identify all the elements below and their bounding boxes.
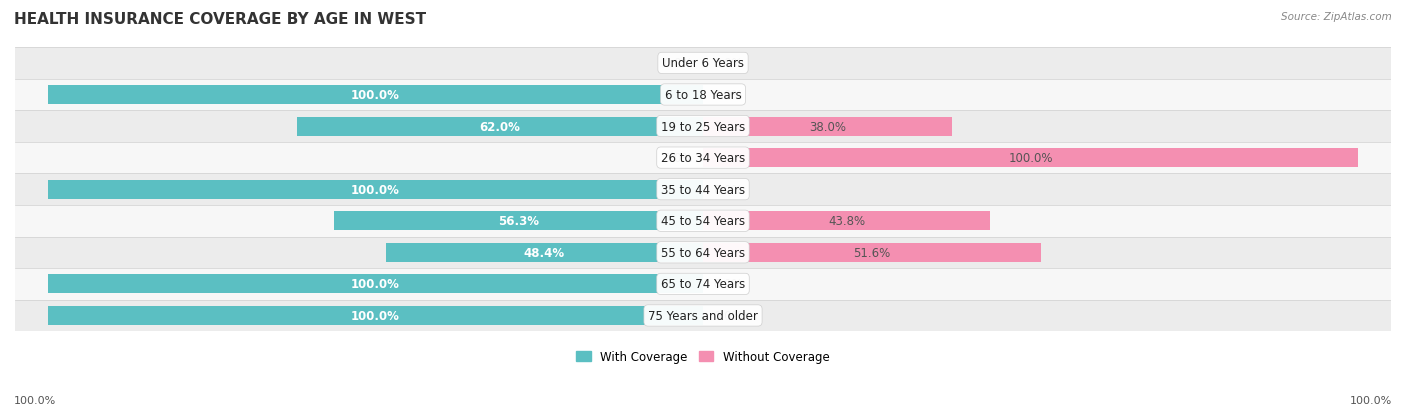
Bar xyxy=(703,149,1358,168)
Text: 19 to 25 Years: 19 to 25 Years xyxy=(661,120,745,133)
Text: 26 to 34 Years: 26 to 34 Years xyxy=(661,152,745,165)
Bar xyxy=(15,174,1391,206)
Text: 0.0%: 0.0% xyxy=(713,278,742,291)
Text: 0.0%: 0.0% xyxy=(664,57,693,70)
Text: 45 to 54 Years: 45 to 54 Years xyxy=(661,215,745,228)
Text: 55 to 64 Years: 55 to 64 Years xyxy=(661,246,745,259)
Bar xyxy=(15,142,1391,174)
Bar xyxy=(15,111,1391,142)
Text: 6 to 18 Years: 6 to 18 Years xyxy=(665,89,741,102)
Bar xyxy=(48,86,703,104)
Text: 56.3%: 56.3% xyxy=(498,215,538,228)
Text: 100.0%: 100.0% xyxy=(352,183,399,196)
Text: 0.0%: 0.0% xyxy=(713,309,742,322)
Text: 48.4%: 48.4% xyxy=(524,246,565,259)
Text: Source: ZipAtlas.com: Source: ZipAtlas.com xyxy=(1281,12,1392,22)
Bar xyxy=(48,306,703,325)
Text: 100.0%: 100.0% xyxy=(352,309,399,322)
Text: 100.0%: 100.0% xyxy=(1350,395,1392,405)
Text: 100.0%: 100.0% xyxy=(352,89,399,102)
Bar xyxy=(48,275,703,294)
Bar xyxy=(703,243,1040,262)
Bar xyxy=(15,268,1391,300)
Text: HEALTH INSURANCE COVERAGE BY AGE IN WEST: HEALTH INSURANCE COVERAGE BY AGE IN WEST xyxy=(14,12,426,27)
Text: 100.0%: 100.0% xyxy=(1008,152,1053,165)
Bar xyxy=(48,180,703,199)
Text: 35 to 44 Years: 35 to 44 Years xyxy=(661,183,745,196)
Text: 65 to 74 Years: 65 to 74 Years xyxy=(661,278,745,291)
Bar xyxy=(15,300,1391,332)
Bar xyxy=(15,48,1391,79)
Text: 0.0%: 0.0% xyxy=(713,89,742,102)
Text: 62.0%: 62.0% xyxy=(479,120,520,133)
Bar xyxy=(15,237,1391,268)
Text: 0.0%: 0.0% xyxy=(713,183,742,196)
Bar xyxy=(335,212,703,231)
Legend: With Coverage, Without Coverage: With Coverage, Without Coverage xyxy=(572,346,834,368)
Text: Under 6 Years: Under 6 Years xyxy=(662,57,744,70)
Bar xyxy=(15,206,1391,237)
Bar xyxy=(297,117,703,136)
Text: 75 Years and older: 75 Years and older xyxy=(648,309,758,322)
Text: 0.0%: 0.0% xyxy=(664,152,693,165)
Text: 100.0%: 100.0% xyxy=(14,395,56,405)
Text: 0.0%: 0.0% xyxy=(713,57,742,70)
Text: 51.6%: 51.6% xyxy=(853,246,890,259)
Bar xyxy=(385,243,703,262)
Bar xyxy=(15,79,1391,111)
Bar xyxy=(703,212,990,231)
Bar xyxy=(703,117,952,136)
Text: 38.0%: 38.0% xyxy=(808,120,846,133)
Text: 100.0%: 100.0% xyxy=(352,278,399,291)
Text: 43.8%: 43.8% xyxy=(828,215,865,228)
